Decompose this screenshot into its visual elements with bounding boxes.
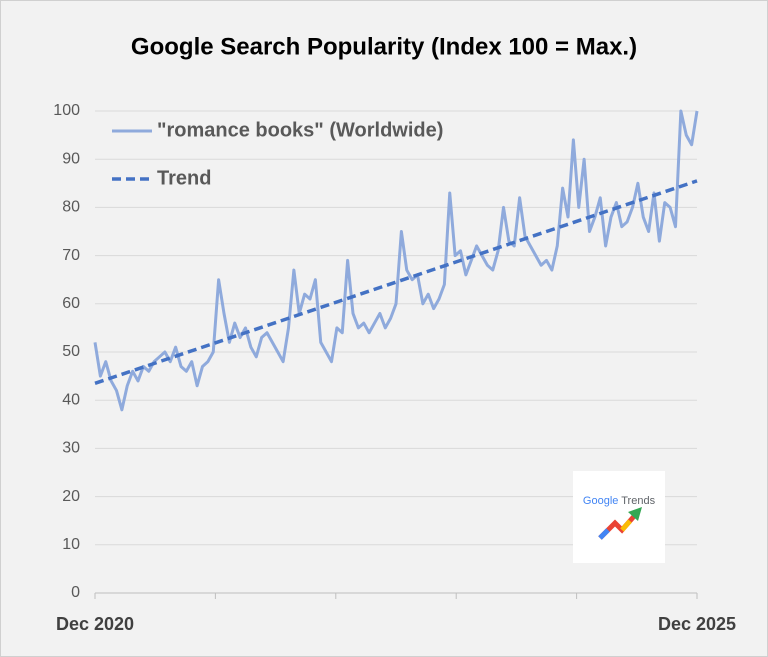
logo-box xyxy=(573,471,665,563)
logo-arrow-blue xyxy=(598,528,610,540)
y-tick-label: 10 xyxy=(62,536,80,553)
y-tick-label: 40 xyxy=(62,391,80,408)
y-tick-label: 0 xyxy=(71,584,80,601)
trend-line xyxy=(94,179,698,385)
y-tick-label: 100 xyxy=(53,102,80,119)
y-tick-label: 50 xyxy=(62,343,80,360)
legend-label: "romance books" (Worldwide) xyxy=(157,119,443,141)
logo-product: Trends xyxy=(621,495,655,507)
chart-title: Google Search Popularity (Index 100 = Ma… xyxy=(131,33,637,60)
y-tick-label: 80 xyxy=(62,199,80,216)
logo-arrow-yellow xyxy=(620,519,632,532)
x-tick-label: Dec 2020 xyxy=(56,614,134,634)
logo-arrow-head xyxy=(628,507,642,521)
logo-brand: Google xyxy=(583,495,618,507)
y-tick-label: 30 xyxy=(62,440,80,457)
logo-text: Google Trends xyxy=(583,495,656,507)
x-tick-label: Dec 2025 xyxy=(658,614,736,634)
logo: Google Trends xyxy=(573,471,665,563)
legend-label: Trend xyxy=(157,167,211,189)
y-tick-label: 90 xyxy=(62,150,80,167)
y-tick-label: 60 xyxy=(62,295,80,312)
y-tick-label: 70 xyxy=(62,247,80,264)
data-line xyxy=(93,109,699,412)
y-tick-label: 20 xyxy=(62,488,80,505)
